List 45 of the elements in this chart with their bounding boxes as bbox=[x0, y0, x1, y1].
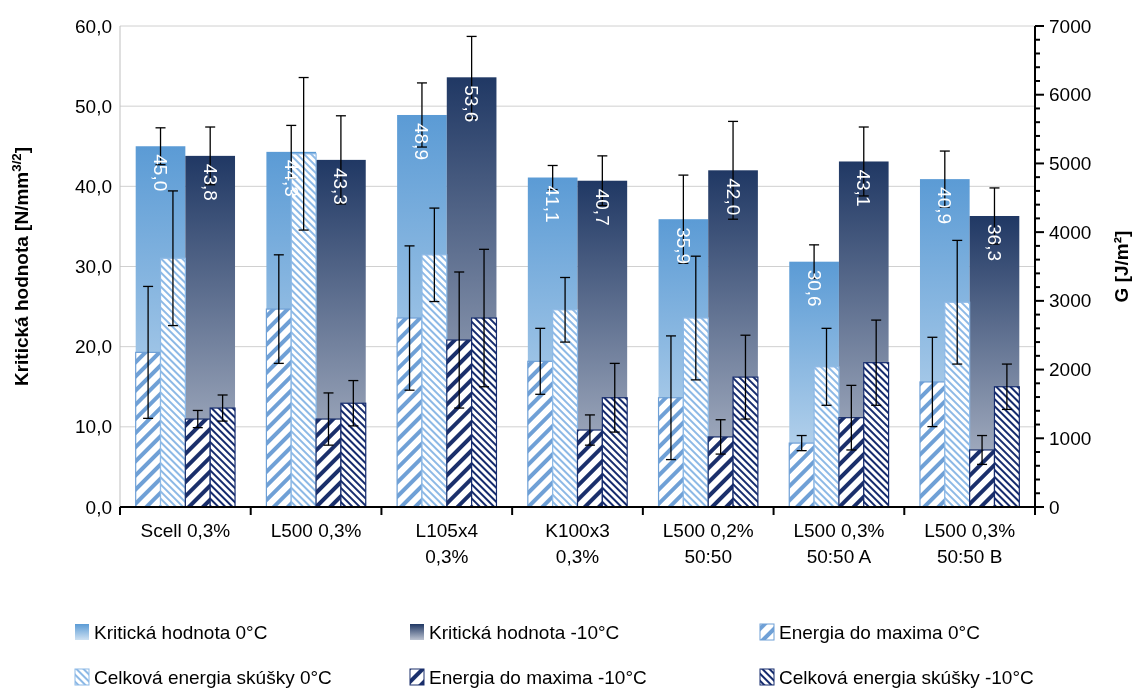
legend-label: Celková energia skúšky -10°C bbox=[779, 666, 1034, 688]
x-tick-label: L500 0,3% 50:50 A bbox=[793, 520, 885, 567]
data-label: 42,0 bbox=[722, 178, 744, 216]
legend-label: Energia do maxima 0°C bbox=[779, 621, 980, 643]
y2-tick-label: 4000 bbox=[1049, 221, 1092, 243]
x-tick-label: L500 0,2% 50:50 bbox=[662, 520, 754, 567]
y2-tick-label: 3000 bbox=[1049, 290, 1092, 312]
data-label: 45,0 bbox=[150, 154, 172, 192]
data-label: 35,9 bbox=[672, 227, 694, 265]
bar bbox=[788, 442, 815, 508]
y-tick-label: 30,0 bbox=[75, 256, 112, 277]
data-label: 43,3 bbox=[330, 167, 352, 205]
data-label: 36,3 bbox=[983, 223, 1005, 261]
data-label: 41,1 bbox=[542, 185, 564, 223]
data-label: 53,6 bbox=[461, 85, 483, 123]
y2-tick-label: 5000 bbox=[1049, 152, 1092, 174]
y2-tick-label: 1000 bbox=[1049, 427, 1092, 449]
y2-axis-title: G [J/m²] bbox=[1111, 230, 1132, 303]
y-tick-label: 10,0 bbox=[75, 416, 112, 438]
x-tick-label: L500 0,3% 50:50 B bbox=[924, 520, 1016, 567]
bar bbox=[919, 381, 946, 508]
y-tick-label: 60,0 bbox=[75, 15, 112, 37]
x-tick-label: L105x4 0,3% bbox=[415, 520, 479, 567]
legend-label: Energia do maxima -10°C bbox=[429, 666, 647, 688]
y-tick-label: 50,0 bbox=[75, 95, 112, 117]
data-label: 43,8 bbox=[199, 163, 221, 201]
y-tick-label: 40,0 bbox=[75, 175, 112, 197]
x-tick-label: Scell 0,3% bbox=[140, 520, 231, 541]
legend-label: Kritická hodnota -10°C bbox=[429, 621, 620, 643]
data-label: 30,6 bbox=[803, 269, 825, 307]
y-tick-label: 0,0 bbox=[85, 496, 112, 518]
y2-tick-label: 2000 bbox=[1049, 359, 1092, 381]
y2-tick-label: 6000 bbox=[1049, 84, 1092, 106]
x-tick-label: K100x3 0,3% bbox=[545, 520, 610, 567]
bar bbox=[657, 397, 684, 508]
data-label: 40,9 bbox=[934, 187, 956, 225]
data-label: 40,7 bbox=[591, 188, 613, 226]
x-tick-label: L500 0,3% bbox=[270, 520, 362, 541]
legend-label: Celková energia skúšky 0°C bbox=[94, 666, 332, 688]
y-tick-label: 20,0 bbox=[75, 336, 112, 358]
data-label: 48,9 bbox=[411, 122, 433, 160]
data-label: 43,1 bbox=[853, 169, 875, 207]
y2-tick-label: 0 bbox=[1049, 496, 1060, 518]
legend-label: Kritická hodnota 0°C bbox=[94, 621, 268, 643]
y2-tick-label: 7000 bbox=[1049, 15, 1092, 37]
